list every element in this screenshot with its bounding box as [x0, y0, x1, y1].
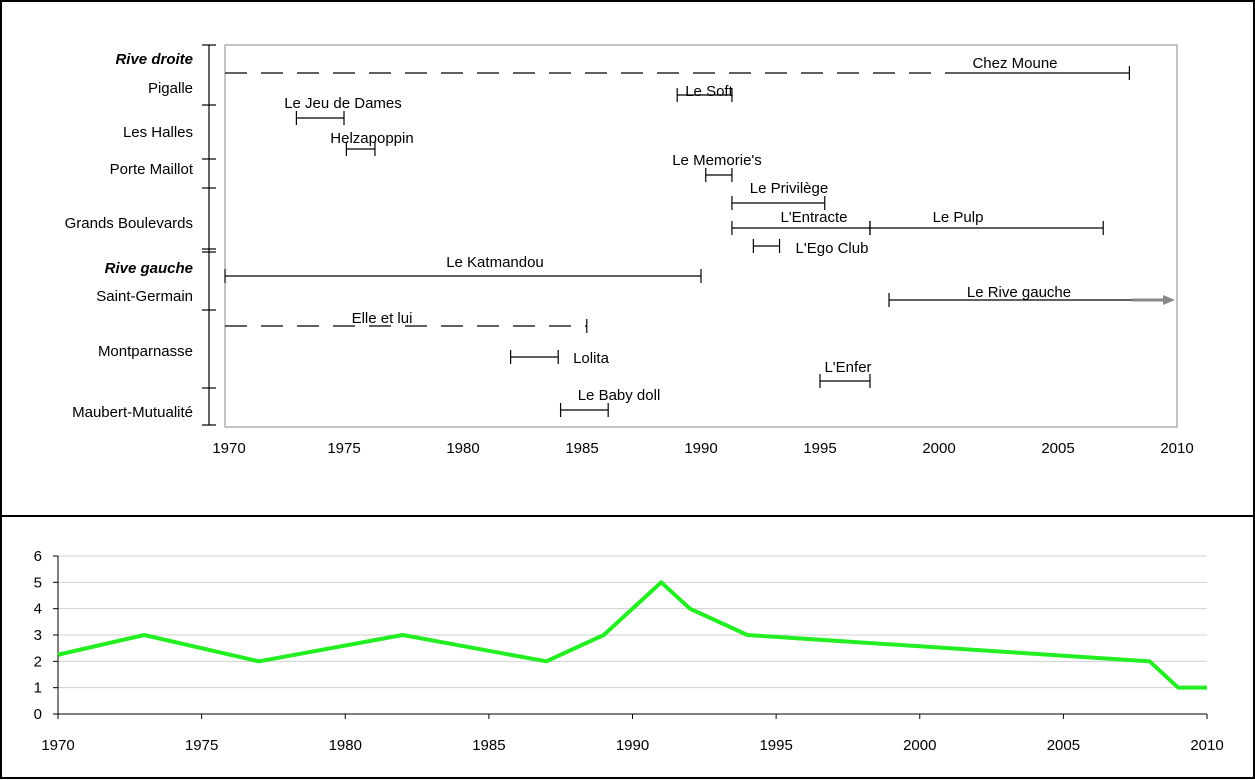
line-chart-series: [57, 580, 1207, 690]
line-x-tick-label: 1970: [41, 737, 74, 754]
group-label-saint-germain: Saint-Germain: [96, 288, 193, 305]
timeline-x-tick-label: 1995: [803, 440, 836, 457]
group-label-pigalle: Pigalle: [148, 80, 193, 97]
timeline-bars: Chez Moune Le Jeu de Dames Le Soft Helzapop…: [224, 55, 1175, 417]
bar-label-le-pulp: Le Pulp: [933, 209, 984, 226]
group-label-maubert-mutualite: Maubert-Mutualité: [72, 404, 193, 421]
line-y-tick-label: 1: [34, 680, 42, 697]
timeline-x-ticks: 1970 1975 1980 1985 1990 1995 2000 2005 2010: [212, 440, 1193, 457]
bar-chez-moune: Chez Moune: [225, 55, 1131, 80]
bar-label-l-enfer: L'Enfer: [824, 359, 871, 376]
line-x-tick-label: 1995: [759, 737, 792, 754]
bar-label-le-privilege: Le Privilège: [750, 180, 828, 197]
timeline-x-tick-label: 1990: [684, 440, 717, 457]
bar-helzapoppin: Helzapoppin: [330, 130, 414, 156]
line-y-tick-label: 6: [34, 548, 42, 565]
timeline-x-tick-label: 1980: [446, 440, 479, 457]
bar-label-le-rive-gauche: Le Rive gauche: [967, 284, 1071, 301]
line-y-tick-label: 0: [34, 706, 42, 723]
group-label-rive-droite: Rive droite: [115, 51, 193, 68]
line-chart-x-ticks: 1970 1975 1980 1985 1990 1995 2000 2005 2010: [41, 737, 1223, 754]
bar-le-rive-gauche: Le Rive gauche: [888, 284, 1175, 307]
series-line-0: [57, 580, 1207, 690]
group-label-montparnasse: Montparnasse: [98, 343, 193, 360]
timeline-x-tick-label: 2010: [1160, 440, 1193, 457]
timeline-x-tick-label: 1985: [565, 440, 598, 457]
bar-label-elle-et-lui: Elle et lui: [352, 310, 413, 327]
line-y-tick-label: 3: [34, 627, 42, 644]
bar-label-lolita: Lolita: [573, 350, 610, 367]
bar-label-le-memorie-s: Le Memorie's: [672, 152, 762, 169]
group-label-les-halles: Les Halles: [123, 124, 193, 141]
bar-elle-et-lui: Elle et lui: [225, 310, 588, 333]
timeline-x-tick-label: 1975: [327, 440, 360, 457]
bar-label-le-katmandou: Le Katmandou: [446, 254, 544, 271]
timeline-y-labels: Rive droite Pigalle Les Halles Porte Maillo…: [65, 51, 194, 421]
bar-label-l-entracte: L'Entracte: [780, 209, 847, 226]
bar-lolita: Lolita: [510, 350, 610, 367]
line-x-tick-label: 1985: [472, 737, 505, 754]
timeline-chart: Rive droite Pigalle Les Halles Porte Maillo…: [65, 44, 1194, 457]
bar-label-l-ego-club: L'Ego Club: [796, 240, 869, 257]
timeline-y-axis: [202, 44, 216, 426]
timeline-x-tick-label: 1970: [212, 440, 245, 457]
bar-label-helzapoppin: Helzapoppin: [330, 130, 413, 147]
line-x-tick-label: 1975: [185, 737, 218, 754]
bar-le-memorie-s: Le Memorie's: [672, 152, 762, 182]
line-x-tick-label: 2005: [1047, 737, 1080, 754]
group-label-porte-maillot: Porte Maillot: [110, 161, 194, 178]
line-chart: 1970 1975 1980 1985 1990 1995 2000 2005 2010 0 1 2…: [34, 548, 1224, 754]
bar-le-soft: Le Soft: [676, 83, 734, 102]
bar-label-le-baby-doll: Le Baby doll: [578, 387, 661, 404]
line-x-tick-label: 1990: [616, 737, 649, 754]
line-y-tick-label: 5: [34, 574, 42, 591]
line-x-tick-label: 2010: [1190, 737, 1223, 754]
timeline-x-tick-label: 2005: [1041, 440, 1074, 457]
line-chart-y-ticks: 0 1 2 3 4 5 6: [34, 548, 42, 723]
timeline-plot-area: [224, 44, 1178, 428]
line-x-tick-label: 2000: [903, 737, 936, 754]
line-chart-grid: [58, 555, 1207, 689]
bar-l-enfer: L'Enfer: [819, 359, 872, 388]
bar-le-pulp: Le Pulp: [869, 209, 1104, 235]
arrow-head-icon: [1163, 295, 1175, 305]
bar-label-le-jeu-de-dames: Le Jeu de Dames: [284, 95, 402, 112]
bar-l-entracte: L'Entracte: [731, 209, 871, 235]
bar-label-le-soft: Le Soft: [685, 83, 733, 100]
bar-l-ego-club: L'Ego Club: [752, 239, 869, 257]
bar-le-katmandou: Le Katmandou: [224, 254, 702, 283]
bar-le-jeu-de-dames: Le Jeu de Dames: [284, 95, 402, 125]
group-label-grands-boulevards: Grands Boulevards: [65, 215, 193, 232]
line-y-tick-label: 2: [34, 653, 42, 670]
bar-le-privilege: Le Privilège: [731, 180, 828, 210]
group-label-rive-gauche: Rive gauche: [105, 260, 193, 277]
timeline-x-tick-label: 2000: [922, 440, 955, 457]
bar-le-baby-doll: Le Baby doll: [559, 387, 661, 417]
top-panel-border: [0, 0, 1255, 517]
line-chart-axes: [53, 555, 1208, 719]
line-y-tick-label: 4: [34, 601, 42, 618]
bar-label-chez-moune: Chez Moune: [972, 55, 1057, 72]
line-x-tick-label: 1980: [329, 737, 362, 754]
bottom-panel-border: [0, 515, 1255, 779]
